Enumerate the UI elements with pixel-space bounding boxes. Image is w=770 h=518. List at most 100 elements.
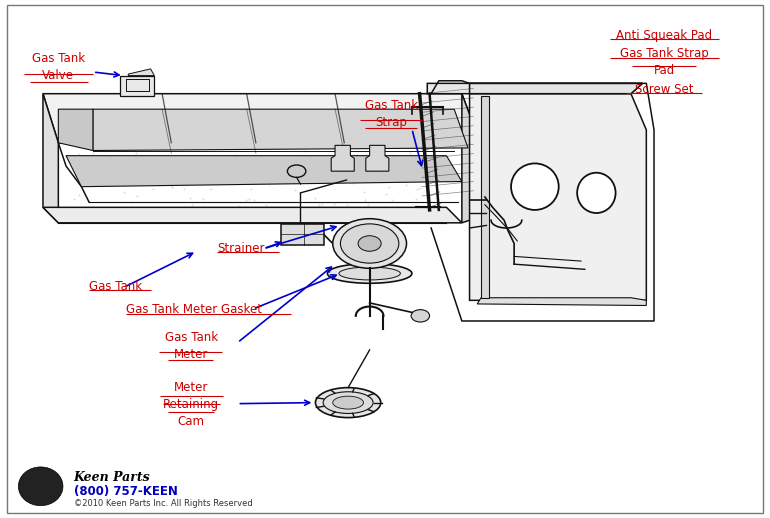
- Point: [330, 101, 343, 109]
- Text: Screw Set: Screw Set: [634, 83, 693, 96]
- Point: [370, 128, 382, 137]
- Point: [249, 104, 261, 112]
- Point: [142, 116, 155, 124]
- Point: [200, 114, 213, 123]
- Point: [276, 135, 288, 143]
- Polygon shape: [462, 94, 477, 223]
- Point: [66, 116, 79, 124]
- Point: [337, 165, 350, 174]
- Point: [109, 159, 121, 167]
- Text: Gas Tank Meter Gasket: Gas Tank Meter Gasket: [126, 303, 262, 316]
- Point: [344, 108, 357, 116]
- Point: [194, 164, 206, 172]
- Point: [424, 103, 436, 111]
- Point: [238, 137, 250, 145]
- Point: [307, 153, 320, 162]
- Point: [351, 206, 363, 214]
- Point: [149, 163, 162, 171]
- Point: [130, 149, 142, 157]
- Point: [186, 200, 199, 209]
- Point: [357, 153, 370, 162]
- Point: [164, 166, 176, 175]
- Point: [417, 96, 429, 105]
- Point: [88, 143, 100, 151]
- Point: [257, 161, 270, 169]
- Polygon shape: [281, 224, 323, 244]
- Text: Gas Tank Strap
Pad: Gas Tank Strap Pad: [620, 47, 708, 77]
- Point: [89, 102, 102, 110]
- Point: [112, 207, 125, 215]
- Point: [75, 213, 87, 221]
- Point: [146, 185, 159, 194]
- Point: [230, 129, 243, 137]
- Text: Gas Tank
Meter: Gas Tank Meter: [165, 331, 218, 361]
- Point: [126, 169, 139, 177]
- FancyArrowPatch shape: [239, 267, 331, 341]
- Point: [79, 207, 91, 215]
- Point: [303, 162, 316, 170]
- Point: [329, 137, 341, 145]
- FancyArrowPatch shape: [266, 226, 336, 248]
- Text: Gas Tank
Strap: Gas Tank Strap: [364, 99, 417, 130]
- FancyArrowPatch shape: [266, 242, 281, 248]
- Point: [285, 208, 297, 216]
- Point: [340, 201, 353, 209]
- Point: [178, 126, 190, 135]
- Ellipse shape: [323, 392, 373, 413]
- Point: [80, 114, 92, 122]
- Point: [313, 201, 325, 209]
- Point: [337, 159, 350, 167]
- Point: [135, 173, 147, 181]
- Point: [410, 185, 423, 194]
- Point: [239, 196, 252, 205]
- Point: [374, 175, 387, 183]
- Point: [221, 207, 233, 215]
- Point: [430, 118, 442, 126]
- Point: [407, 123, 420, 132]
- Point: [162, 136, 175, 144]
- Point: [358, 189, 370, 197]
- Point: [370, 126, 383, 135]
- Point: [400, 181, 412, 189]
- Point: [72, 149, 85, 157]
- Point: [140, 170, 152, 179]
- Point: [139, 139, 152, 147]
- Polygon shape: [470, 94, 646, 300]
- Point: [391, 203, 403, 211]
- Point: [263, 110, 276, 119]
- Point: [386, 196, 398, 204]
- Polygon shape: [43, 207, 462, 223]
- Point: [336, 157, 348, 166]
- Point: [256, 138, 268, 146]
- FancyArrowPatch shape: [95, 72, 119, 77]
- Point: [221, 119, 233, 127]
- Point: [248, 196, 260, 205]
- Point: [217, 99, 229, 108]
- Point: [399, 107, 411, 116]
- Point: [347, 179, 360, 188]
- FancyArrowPatch shape: [126, 253, 192, 286]
- Point: [312, 157, 324, 166]
- Point: [411, 202, 424, 210]
- Point: [243, 195, 256, 203]
- Point: [165, 176, 177, 184]
- Point: [92, 124, 104, 133]
- Text: Keen Parts: Keen Parts: [74, 471, 150, 484]
- Point: [73, 191, 85, 199]
- Point: [83, 207, 95, 215]
- Point: [231, 113, 243, 121]
- Point: [235, 166, 247, 175]
- Point: [103, 154, 116, 162]
- Point: [399, 209, 411, 217]
- Point: [114, 178, 126, 186]
- Point: [350, 208, 362, 217]
- Point: [370, 139, 382, 148]
- Point: [178, 184, 190, 193]
- Point: [149, 156, 161, 164]
- Point: [118, 188, 130, 196]
- Polygon shape: [470, 83, 642, 94]
- Point: [201, 120, 213, 128]
- Point: [387, 208, 399, 216]
- Point: [125, 197, 137, 206]
- Polygon shape: [93, 109, 468, 151]
